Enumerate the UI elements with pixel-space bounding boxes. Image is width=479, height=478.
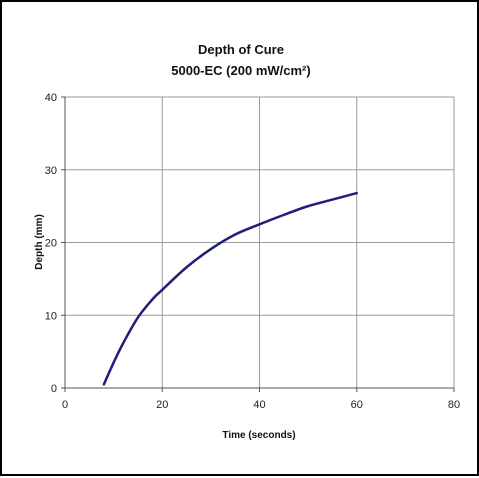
chart-subtitle: 5000-EC (200 mW/cm²)	[171, 63, 310, 78]
y-tick-label: 40	[45, 92, 57, 104]
x-tick-label: 0	[62, 399, 68, 411]
x-tick-label: 20	[156, 399, 168, 411]
y-tick-label: 30	[45, 165, 57, 177]
x-tick-label: 40	[253, 399, 265, 411]
y-tick-label: 20	[45, 238, 57, 250]
series	[104, 193, 357, 384]
x-tick-label: 80	[448, 399, 460, 411]
y-tick-label: 0	[51, 383, 57, 395]
series-line	[104, 193, 357, 384]
axes: 0 10 20 30 40 0 20 40 60 80	[45, 92, 460, 411]
x-axis-title: Time (seconds)	[222, 430, 295, 441]
y-axis-title: Depth (mm)	[34, 214, 45, 270]
x-tick-label: 60	[351, 399, 363, 411]
labels: Depth of Cure 5000-EC (200 mW/cm²) Time …	[34, 42, 311, 441]
chart-title: Depth of Cure	[198, 42, 284, 57]
y-tick-label: 10	[45, 310, 57, 322]
